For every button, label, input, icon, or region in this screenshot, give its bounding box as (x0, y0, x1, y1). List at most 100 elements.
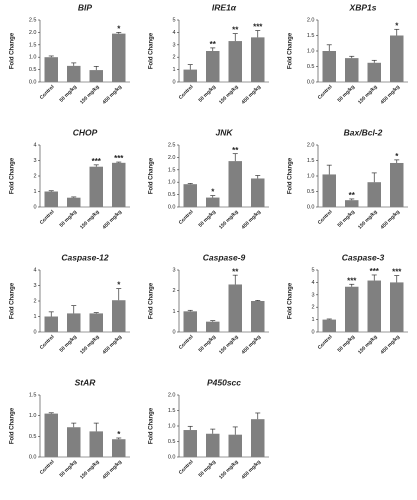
x-tick-label: Control (178, 84, 195, 101)
significance-label: * (117, 430, 121, 439)
y-tick-label: 2.0 (168, 155, 176, 161)
x-tick-label: 50 mg/kg (59, 84, 79, 104)
y-axis-label: Fold Change (149, 32, 155, 69)
x-tick-label: 450 mg/kg (102, 84, 124, 106)
x-tick-label: 150 mg/kg (79, 209, 101, 231)
bar (228, 161, 242, 207)
x-tick-label: Control (178, 209, 195, 226)
x-tick-label: Control (317, 84, 334, 101)
significance-label: ** (232, 146, 239, 155)
panel-title: JNK (215, 127, 233, 137)
y-tick-label: 1 (311, 317, 314, 323)
x-tick-label: 50 mg/kg (198, 334, 218, 354)
bar (44, 413, 58, 457)
x-tick-label: 150 mg/kg (218, 459, 240, 481)
x-tick-label: 450 mg/kg (241, 84, 263, 106)
y-tick-label: 2 (33, 298, 36, 304)
y-tick-label: 2.0 (168, 392, 176, 398)
y-tick-label: 1.0 (307, 48, 315, 54)
y-tick-label: 3 (311, 292, 314, 298)
y-tick-label: 0.0 (168, 454, 176, 460)
x-tick-label: 450 mg/kg (241, 334, 263, 356)
bar (390, 35, 404, 82)
bar (67, 65, 81, 82)
x-tick-label: 50 mg/kg (59, 334, 79, 354)
x-tick-label: Control (178, 334, 195, 351)
y-tick-label: 5 (172, 17, 175, 23)
bar (322, 174, 336, 207)
x-tick-label: 150 mg/kg (79, 334, 101, 356)
y-tick-label: 0 (311, 329, 314, 335)
bar (322, 51, 336, 82)
panel: JNK Fold Change 0.0 0.5 1.0 1.5 2.0 2.5 Control *… (149, 127, 269, 231)
bar (367, 280, 381, 332)
panel-title: IRE1α (212, 2, 237, 12)
y-tick-label: 1.5 (168, 167, 176, 173)
y-tick-label: 0.5 (307, 64, 315, 70)
y-tick-label: 0.0 (307, 204, 315, 210)
panel: Caspase-3 Fold Change 0 1 2 3 4 5 Control *** 50 m… (288, 252, 408, 356)
x-tick-label: 50 mg/kg (198, 459, 218, 479)
y-tick-label: 2.0 (307, 17, 315, 23)
x-tick-label: Control (39, 334, 56, 351)
x-tick-label: 50 mg/kg (198, 84, 218, 104)
significance-label: * (117, 281, 121, 290)
significance-label: *** (370, 267, 380, 276)
y-tick-label: 1 (172, 309, 175, 315)
y-tick-label: 2 (172, 288, 175, 294)
x-tick-label: 150 mg/kg (357, 209, 379, 231)
panel: Caspase-9 Fold Change 0 1 2 3 Control 50 mg/kg *… (149, 252, 269, 356)
bar (44, 191, 58, 207)
x-tick-label: 450 mg/kg (102, 209, 124, 231)
bar (251, 37, 265, 82)
significance-label: *** (392, 268, 402, 277)
y-tick-label: 0.5 (307, 189, 315, 195)
x-tick-label: 150 mg/kg (357, 334, 379, 356)
significance-label: * (117, 25, 121, 34)
y-axis-label: Fold Change (10, 407, 16, 444)
bar (67, 197, 81, 207)
x-tick-label: Control (39, 84, 56, 101)
y-tick-label: 2.5 (29, 17, 37, 23)
y-tick-label: 4 (311, 280, 314, 286)
x-tick-label: Control (317, 334, 334, 351)
panel-title: P450scc (207, 377, 241, 387)
y-axis-label: Fold Change (10, 32, 16, 69)
panel: P450scc Fold Change 0.0 0.5 1.0 1.5 2.0 Control… (149, 377, 269, 481)
x-tick-label: 50 mg/kg (59, 459, 79, 479)
y-tick-label: 0.5 (29, 434, 37, 440)
y-tick-label: 4 (172, 30, 175, 36)
bar (345, 286, 359, 332)
panel-title: Caspase-3 (342, 252, 385, 262)
y-axis-label: Fold Change (149, 157, 155, 194)
y-tick-label: 1.0 (168, 423, 176, 429)
bar (322, 319, 336, 332)
y-tick-label: 5 (311, 267, 314, 273)
bar (251, 178, 265, 207)
y-tick-label: 0.0 (29, 454, 37, 460)
bar (206, 433, 220, 457)
significance-label: * (211, 188, 215, 197)
panel-title: CHOP (73, 127, 98, 137)
x-tick-label: 50 mg/kg (59, 209, 79, 229)
y-axis-label: Fold Change (10, 157, 16, 194)
significance-label: * (395, 152, 399, 161)
bar (251, 419, 265, 457)
y-tick-label: 2 (33, 173, 36, 179)
y-tick-label: 1.0 (29, 413, 37, 419)
bar (183, 69, 197, 82)
y-tick-label: 0.5 (29, 67, 37, 73)
y-tick-label: 1 (172, 67, 175, 73)
bar (112, 162, 126, 207)
x-tick-label: 450 mg/kg (241, 459, 263, 481)
bar (89, 313, 103, 332)
y-tick-label: 0.0 (168, 204, 176, 210)
significance-label: * (395, 21, 399, 30)
bar (89, 166, 103, 207)
x-tick-label: 150 mg/kg (79, 459, 101, 481)
significance-label: ** (349, 191, 356, 200)
panel: Bax/Bcl-2 Fold Change 0.0 0.5 1.0 1.5 2.0 Contr… (288, 127, 408, 231)
panel: Caspase-12 Fold Change 0 1 2 3 4 Control 50 mg/k… (10, 252, 130, 356)
bar (112, 33, 126, 82)
